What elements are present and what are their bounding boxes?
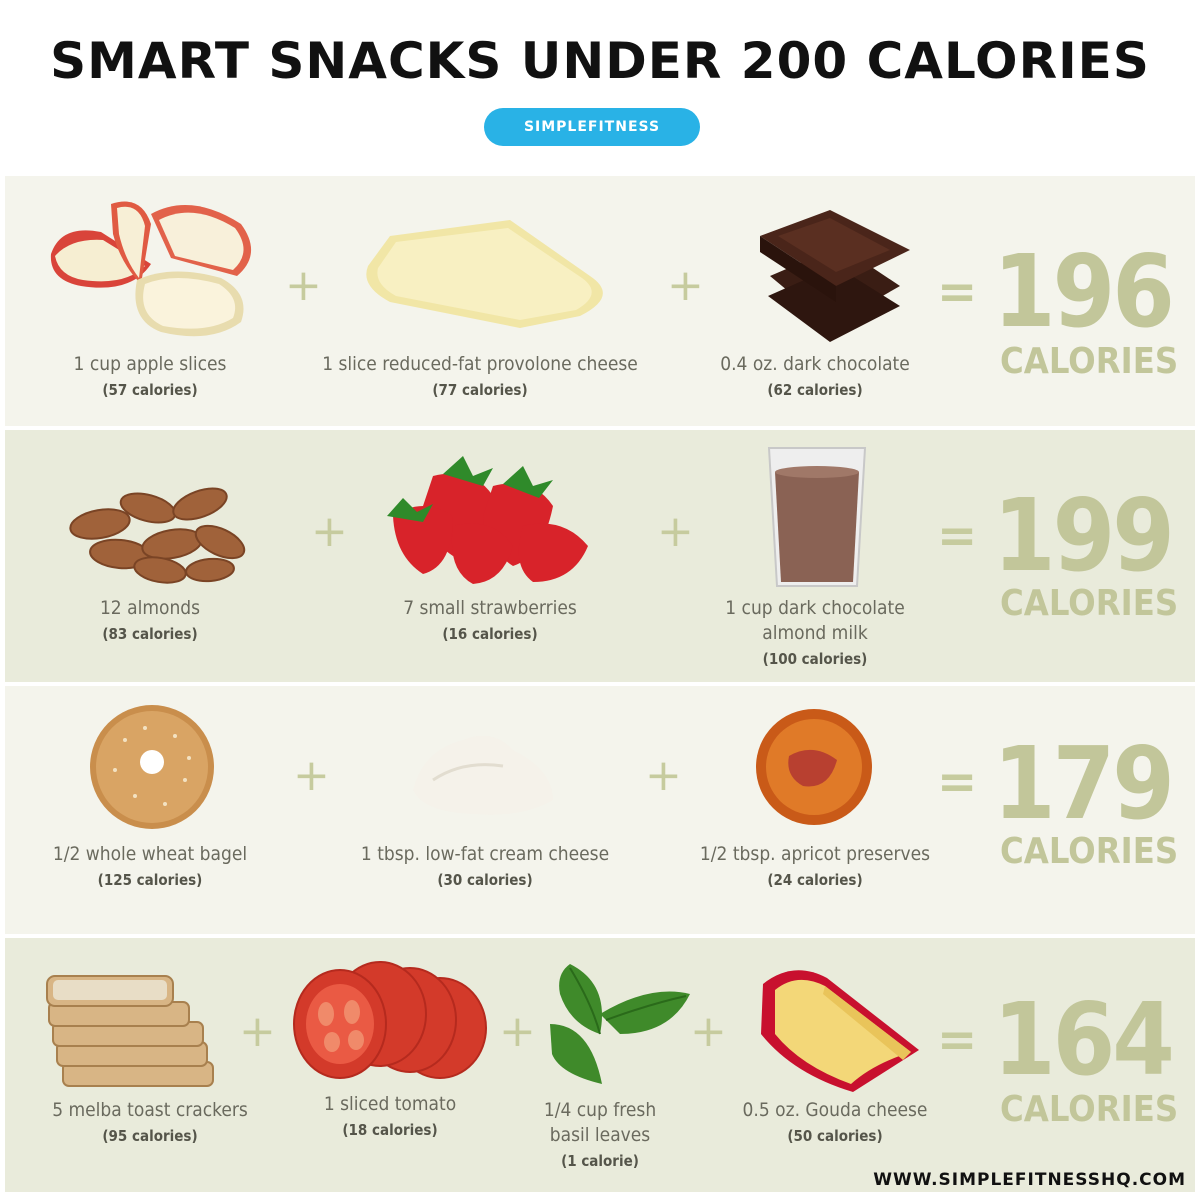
gouda-cheese-icon bbox=[761, 970, 919, 1092]
plus-sign: + bbox=[645, 750, 682, 801]
strawberries-icon bbox=[387, 456, 588, 584]
brand-badge[interactable]: SIMPLEFITNESS bbox=[484, 108, 700, 146]
equals-sign: = bbox=[937, 264, 978, 320]
basil-leaves-icon bbox=[550, 964, 690, 1084]
snack-calories: (77 calories) bbox=[432, 381, 528, 399]
total-calories: 199 bbox=[993, 477, 1175, 594]
website-url[interactable]: WWW.SIMPLEFITNESSHQ.COM bbox=[873, 1170, 1186, 1190]
snack-calories: (62 calories) bbox=[767, 381, 863, 399]
plus-sign: + bbox=[285, 260, 322, 311]
snack-row-3: 1/2 whole wheat bagel (125 calories) + 1… bbox=[5, 686, 1195, 934]
snack-name: 0.5 oz. Gouda cheese bbox=[742, 1099, 928, 1121]
snack-item: 12 almonds (83 calories) bbox=[35, 596, 265, 643]
snack-calories: (30 calories) bbox=[437, 871, 533, 889]
snack-item: 1 cup dark chocolate almond milk (100 ca… bbox=[695, 596, 935, 668]
total-calories: 164 bbox=[993, 981, 1175, 1098]
snack-calories: (24 calories) bbox=[767, 871, 863, 889]
cream-cheese-icon bbox=[413, 735, 553, 815]
snack-name: 7 small strawberries bbox=[403, 597, 577, 619]
page-title: SMART SNACKS UNDER 200 CALORIES bbox=[50, 32, 1150, 90]
bagel-icon bbox=[90, 705, 214, 829]
total-calories: 179 bbox=[993, 725, 1175, 842]
snack-calories: (83 calories) bbox=[102, 625, 198, 643]
equals-sign: = bbox=[937, 754, 978, 810]
total-calories: 196 bbox=[993, 233, 1175, 350]
chocolate-milk-icon bbox=[767, 447, 867, 587]
snack-name: 1/2 whole wheat bagel bbox=[52, 843, 248, 865]
snack-row-2: 12 almonds (83 calories) + 7 small straw… bbox=[5, 430, 1195, 682]
snack-item: 1 sliced tomato (18 calories) bbox=[290, 1092, 490, 1139]
snack-name: 5 melba toast crackers bbox=[52, 1099, 248, 1121]
melba-toast-icon bbox=[46, 975, 214, 1087]
snack-name: 1 cup apple slices bbox=[73, 353, 227, 375]
snack-item: 1 tbsp. low-fat cream cheese (30 calorie… bbox=[335, 842, 635, 889]
plus-sign: + bbox=[311, 506, 348, 557]
snack-calories: (100 calories) bbox=[762, 650, 868, 668]
calories-label: CALORIES bbox=[1000, 341, 1179, 382]
snack-name: 1 slice reduced-fat provolone cheese bbox=[322, 353, 638, 375]
equals-sign: = bbox=[937, 1012, 978, 1068]
snack-calories: (16 calories) bbox=[442, 625, 538, 643]
snack-name: 12 almonds bbox=[99, 597, 201, 619]
snack-item: 0.5 oz. Gouda cheese (50 calories) bbox=[715, 1098, 955, 1145]
snack-name: 0.4 oz. dark chocolate bbox=[720, 353, 910, 375]
snack-calories: (57 calories) bbox=[102, 381, 198, 399]
snack-calories: (95 calories) bbox=[102, 1127, 198, 1145]
snack-calories: (18 calories) bbox=[342, 1121, 438, 1139]
plus-sign: + bbox=[667, 260, 704, 311]
snack-calories: (50 calories) bbox=[787, 1127, 883, 1145]
snack-item: 1/4 cup fresh basil leaves (1 calorie) bbox=[510, 1098, 690, 1170]
snack-item: 1 cup apple slices (57 calories) bbox=[35, 352, 265, 399]
snack-name-line2: almond milk bbox=[762, 622, 868, 644]
apricot-preserves-icon bbox=[756, 709, 872, 825]
equals-sign: = bbox=[937, 508, 978, 564]
calories-label: CALORIES bbox=[1000, 583, 1179, 624]
plus-sign: + bbox=[657, 506, 694, 557]
almonds-icon bbox=[69, 487, 246, 584]
snack-item: 1/2 tbsp. apricot preserves (24 calories… bbox=[685, 842, 945, 889]
plus-sign: + bbox=[499, 1006, 536, 1057]
apple-slices-icon bbox=[50, 201, 252, 337]
provolone-cheese-icon bbox=[366, 220, 603, 328]
snack-calories: (125 calories) bbox=[97, 871, 203, 889]
snack-calories: (1 calorie) bbox=[561, 1152, 639, 1170]
plus-sign: + bbox=[293, 750, 330, 801]
calories-label: CALORIES bbox=[1000, 831, 1179, 872]
calories-label: CALORIES bbox=[1000, 1089, 1179, 1130]
snack-name: 1 sliced tomato bbox=[323, 1093, 457, 1115]
snack-name-line1: 1 cup dark chocolate bbox=[725, 597, 905, 619]
plus-sign: + bbox=[239, 1006, 276, 1057]
snack-item: 7 small strawberries (16 calories) bbox=[345, 596, 635, 643]
snack-row-4: 5 melba toast crackers (95 calories) + 1… bbox=[5, 938, 1195, 1192]
plus-sign: + bbox=[690, 1006, 727, 1057]
snack-name-line2: basil leaves bbox=[549, 1124, 651, 1146]
snack-name-line1: 1/4 cup fresh bbox=[543, 1099, 657, 1121]
snack-item: 1 slice reduced-fat provolone cheese (77… bbox=[305, 352, 655, 399]
tomato-slices-icon bbox=[293, 961, 487, 1079]
snack-name: 1/2 tbsp. apricot preserves bbox=[699, 843, 931, 865]
snack-name: 1 tbsp. low-fat cream cheese bbox=[360, 843, 610, 865]
dark-chocolate-icon bbox=[760, 210, 910, 342]
snack-row-1: 1 cup apple slices (57 calories) + 1 sli… bbox=[5, 176, 1195, 426]
snack-item: 1/2 whole wheat bagel (125 calories) bbox=[35, 842, 265, 889]
snack-item: 5 melba toast crackers (95 calories) bbox=[35, 1098, 265, 1145]
snack-item: 0.4 oz. dark chocolate (62 calories) bbox=[695, 352, 935, 399]
